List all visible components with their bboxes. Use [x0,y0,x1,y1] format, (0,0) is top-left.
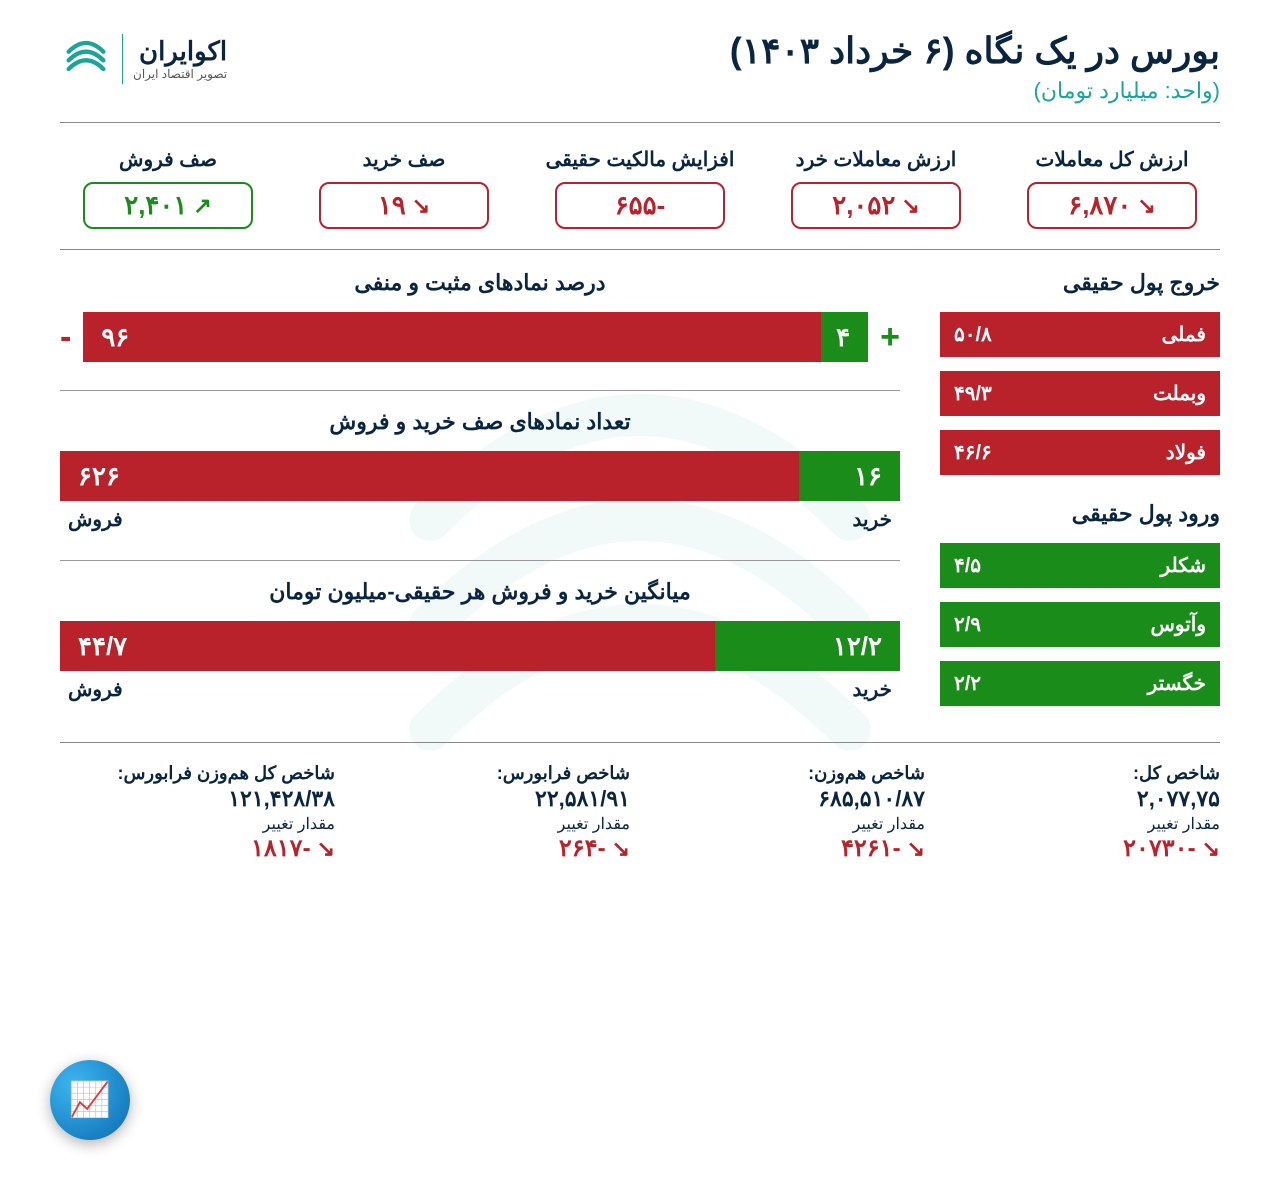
inflow-title: ورود پول حقیقی [940,501,1220,527]
queue-bar: ۱۶ ۶۲۶ [60,451,900,501]
money-name: خگستر [1148,671,1206,696]
stat-label: ارزش معاملات خرد [768,147,984,172]
money-name: فملی [1162,322,1206,347]
inflow-list: شکلر ۴/۵ وآتوس ۲/۹ خگستر ۲/۲ [940,543,1220,706]
index-card: شاخص کل: ۲,۰۷۷,۷۵ مقدار تغییر ↘-۲۰۷۳۰ [945,763,1220,863]
index-title: شاخص فرابورس: [355,763,630,784]
money-value: ۲/۹ [954,612,981,637]
posneg-bar: + ۴ ۹۶ - [60,312,900,362]
queue-sell-label: فروش [68,507,123,532]
stat-cards-row: ارزش کل معاملات ↘ ۶,۸۷۰ ارزش معاملات خرد… [60,147,1220,229]
index-title: شاخص کل: [945,763,1220,784]
avg-title: میانگین خرید و فروش هر حقیقی-میلیون توما… [60,579,900,605]
stat-card: ارزش کل معاملات ↘ ۶,۸۷۰ [1004,147,1220,229]
stat-card: ارزش معاملات خرد ↘ ۲,۰۵۲ [768,147,984,229]
stat-value: ↘ ۶,۸۷۰ [1027,182,1197,229]
index-change: ↘-۲۶۴ [559,834,630,863]
money-bar: فملی ۵۰/۸ [940,312,1220,357]
stat-value: -۶۵۵ [555,182,725,229]
money-name: شکلر [1161,553,1206,578]
stat-label: صف خرید [296,147,512,172]
index-title: شاخص کل هم‌وزن فرابورس: [60,763,335,784]
outflow-list: فملی ۵۰/۸ وبملت ۴۹/۳ فولاد ۴۶/۶ [940,312,1220,475]
stat-card: افزایش مالکیت حقیقی -۶۵۵ [532,147,748,229]
stat-label: صف فروش [60,147,276,172]
divider [60,390,900,391]
arrow-icon: ↘ [901,193,919,219]
stat-value: ↗ ۲,۴۰۱ [83,182,253,229]
queue-title: تعداد نمادهای صف خرید و فروش [60,409,900,435]
arrow-icon: ↘ [1137,193,1155,219]
money-bar: خگستر ۲/۲ [940,661,1220,706]
stat-card: صف فروش ↗ ۲,۴۰۱ [60,147,276,229]
page-subtitle: (واحد: میلیارد تومان) [730,78,1220,104]
chart-badge-icon: 📈 [50,1060,130,1140]
avg-buy-label: خرید [853,677,892,702]
posneg-title: درصد نمادهای مثبت و منفی [60,270,900,296]
brand-tagline: تصویر اقتصاد ایران [133,67,227,81]
arrow-icon: ↘ [412,193,430,219]
avg-bar: ۱۲/۲ ۴۴/۷ [60,621,900,671]
arrow-down-icon: ↘ [907,836,925,862]
money-bar: وبملت ۴۹/۳ [940,371,1220,416]
money-name: وبملت [1153,381,1206,406]
avg-buy-seg: ۱۲/۲ [715,621,900,671]
index-change: ↘-۴۲۶۱ [841,834,925,863]
index-value: ۲۲,۵۸۱/۹۱ [355,786,630,812]
index-change-label: مقدار تغییر [355,814,630,834]
page-title: بورس در یک نگاه (۶ خرداد ۱۴۰۳) [730,30,1220,72]
stat-card: صف خرید ↘ ۱۹ [296,147,512,229]
index-card: شاخص فرابورس: ۲۲,۵۸۱/۹۱ مقدار تغییر ↘-۲۶… [355,763,630,863]
money-value: ۵۰/۸ [954,322,992,347]
index-card: شاخص هم‌وزن: ۶۸۵,۵۱۰/۸۷ مقدار تغییر ↘-۴۲… [650,763,925,863]
index-change: ↘-۱۸۱۷ [251,834,335,863]
money-name: وآتوس [1150,612,1206,637]
index-title: شاخص هم‌وزن: [650,763,925,784]
brand-icon [60,30,112,87]
avg-sell-label: فروش [68,677,123,702]
index-change: ↘-۲۰۷۳۰ [1123,834,1220,863]
indices-row: شاخص کل: ۲,۰۷۷,۷۵ مقدار تغییر ↘-۲۰۷۳۰ شا… [60,763,1220,863]
brand-name: اکوایران [133,36,227,67]
stat-value: ↘ ۱۹ [319,182,489,229]
money-name: فولاد [1166,440,1206,465]
plus-sign: + [880,318,900,357]
index-change-label: مقدار تغییر [650,814,925,834]
posneg-negative-seg: ۹۶ [83,312,821,362]
queue-sell-seg: ۶۲۶ [60,451,799,501]
brand-logo: اکوایران تصویر اقتصاد ایران [60,30,227,87]
index-value: ۶۸۵,۵۱۰/۸۷ [650,786,925,812]
posneg-positive-seg: ۴ [821,312,868,362]
index-change-label: مقدار تغییر [60,814,335,834]
money-value: ۴۹/۳ [954,381,992,406]
arrow-down-icon: ↘ [612,836,630,862]
money-bar: وآتوس ۲/۹ [940,602,1220,647]
index-card: شاخص کل هم‌وزن فرابورس: ۱۲۱,۴۲۸/۳۸ مقدار… [60,763,335,863]
outflow-title: خروج پول حقیقی [940,270,1220,296]
header: بورس در یک نگاه (۶ خرداد ۱۴۰۳) (واحد: می… [60,30,1220,104]
stat-label: ارزش کل معاملات [1004,147,1220,172]
divider [60,742,1220,743]
arrow-down-icon: ↘ [1202,836,1220,862]
queue-buy-label: خرید [853,507,892,532]
queue-buy-seg: ۱۶ [799,451,900,501]
money-value: ۲/۲ [954,671,981,696]
index-value: ۱۲۱,۴۲۸/۳۸ [60,786,335,812]
arrow-icon: ↗ [193,193,211,219]
money-value: ۴/۵ [954,553,981,578]
divider [60,122,1220,123]
avg-sell-seg: ۴۴/۷ [60,621,715,671]
divider [60,249,1220,250]
minus-sign: - [60,318,71,357]
money-bar: شکلر ۴/۵ [940,543,1220,588]
stat-label: افزایش مالکیت حقیقی [532,147,748,172]
money-bar: فولاد ۴۶/۶ [940,430,1220,475]
index-value: ۲,۰۷۷,۷۵ [945,786,1220,812]
money-value: ۴۶/۶ [954,440,992,465]
stat-value: ↘ ۲,۰۵۲ [791,182,961,229]
index-change-label: مقدار تغییر [945,814,1220,834]
arrow-down-icon: ↘ [317,836,335,862]
divider [60,560,900,561]
